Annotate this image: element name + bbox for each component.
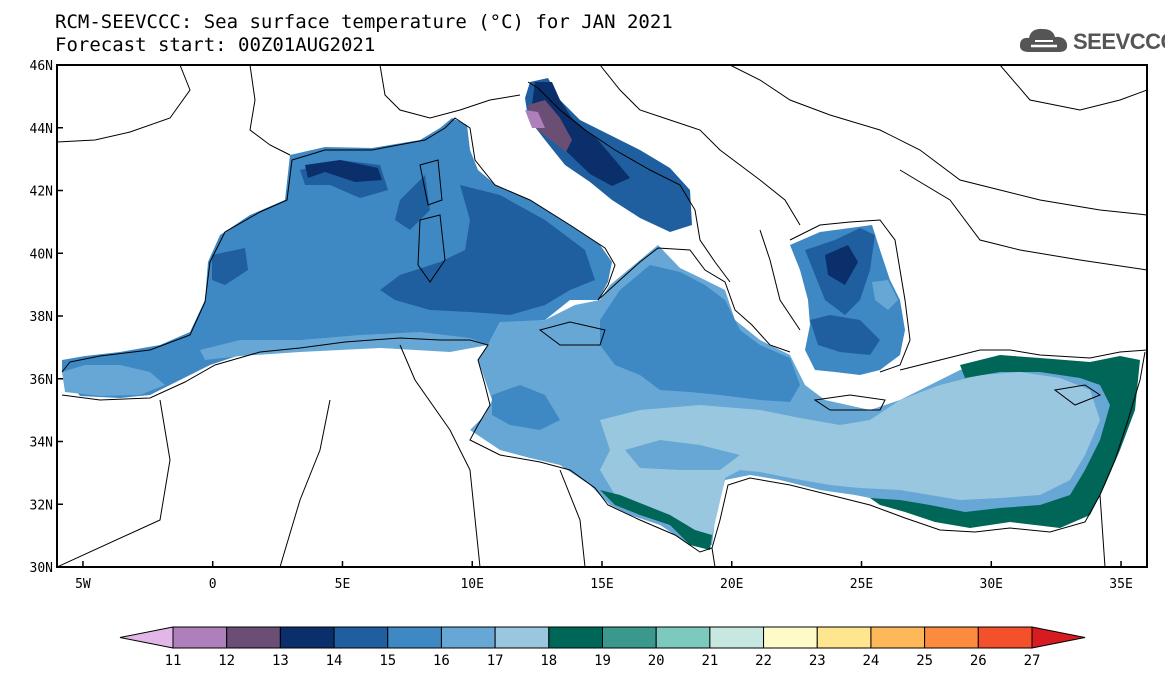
colorbar-segment: [1031, 626, 1086, 649]
longitude-axis: 5W 0 5E 10E 15E 20E 25E 30E 35E: [75, 561, 1133, 592]
colorbar-label: 13: [272, 653, 289, 669]
colorbar-segment: [548, 626, 603, 649]
coastlines: [57, 65, 1147, 567]
colorbar-segment: [333, 626, 389, 649]
lon-label: 5W: [75, 577, 91, 592]
cloud-icon: [1019, 28, 1068, 52]
map-title: RCM-SEEVCCC: Sea surface temperature (°C…: [55, 11, 673, 33]
lat-label: 44N: [30, 122, 53, 137]
forecast-start-label: Forecast start: 00Z01AUG2021: [55, 34, 376, 56]
colorbar-label: 14: [326, 653, 343, 669]
colorbar-label: 25: [916, 653, 933, 669]
logo-text: SEEVCCC: [1073, 29, 1165, 54]
colorbar-segment: [172, 626, 228, 649]
lat-label: 34N: [30, 436, 53, 451]
lat-label: 32N: [30, 498, 53, 513]
colorbar-segment: [387, 626, 442, 649]
lon-label: 25E: [850, 577, 873, 592]
lon-label: 30E: [980, 577, 1003, 592]
colorbar-label: 11: [165, 653, 182, 669]
latitude-axis: 46N 44N 42N 40N 38N 36N 34N 32N 30N: [30, 59, 63, 576]
lon-label: 35E: [1109, 577, 1132, 592]
colorbar-segment: [226, 626, 281, 649]
colorbar-segment: [494, 626, 550, 649]
colorbar-label: 19: [594, 653, 611, 669]
lat-label: 42N: [30, 185, 53, 200]
seevccc-logo: SEEVCCC: [1017, 24, 1165, 60]
colorbar-segment: [924, 626, 979, 649]
colorbar-label: 27: [1024, 653, 1041, 669]
lat-label: 30N: [30, 561, 53, 576]
colorbar-segment: [763, 626, 818, 649]
colorbar-label: 15: [379, 653, 396, 669]
lat-label: 46N: [30, 59, 53, 74]
lat-label: 36N: [30, 373, 53, 388]
lat-label: 38N: [30, 310, 53, 325]
lon-label: 15E: [590, 577, 613, 592]
colorbar-segment: [709, 626, 765, 649]
colorbar-segment: [977, 626, 1033, 649]
lon-label: 10E: [460, 577, 483, 592]
lat-label: 40N: [30, 247, 53, 262]
colorbar-label: 16: [433, 653, 450, 669]
colorbar-label: 20: [648, 653, 665, 669]
colorbar: 11 12 13 14 15 16 17 18 19 20 21 22 23 24 25 26 27: [119, 626, 1086, 669]
colorbar-label: 18: [540, 653, 557, 669]
lon-label: 20E: [720, 577, 743, 592]
colorbar-segment: [870, 626, 926, 649]
colorbar-label: 23: [809, 653, 826, 669]
colorbar-segment: [602, 626, 657, 649]
lon-label: 0: [209, 577, 217, 592]
colorbar-segment: [816, 626, 872, 649]
colorbar-label: 12: [218, 653, 235, 669]
colorbar-label: 22: [755, 653, 772, 669]
lon-label: 5E: [335, 577, 351, 592]
colorbar-segment: [440, 626, 496, 649]
colorbar-label: 24: [863, 653, 880, 669]
colorbar-label: 17: [487, 653, 504, 669]
colorbar-label: 26: [970, 653, 987, 669]
colorbar-label: 21: [701, 653, 718, 669]
colorbar-segment: [119, 626, 174, 649]
colorbar-segment: [279, 626, 335, 649]
colorbar-segment: [655, 626, 711, 649]
